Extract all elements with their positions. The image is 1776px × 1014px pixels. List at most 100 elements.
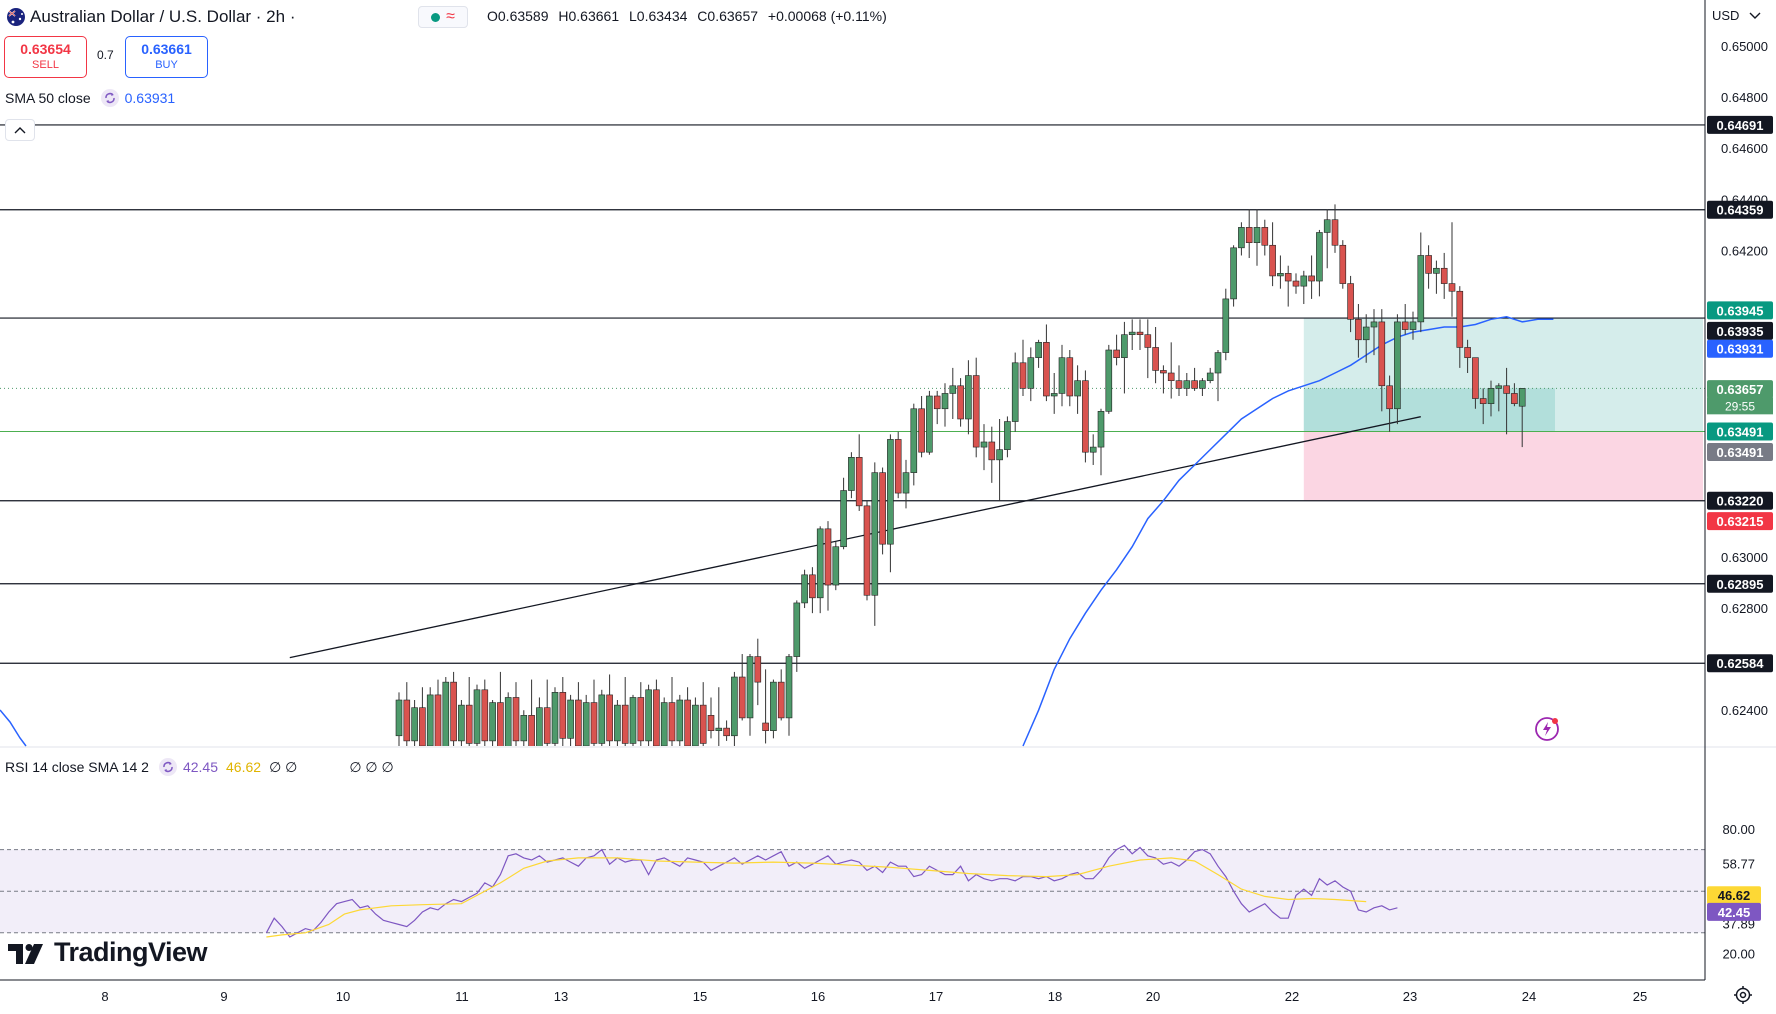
price-label-text: 0.63491 <box>1717 425 1764 440</box>
price-label: 0.63945 <box>1707 301 1773 320</box>
candle-body <box>668 702 676 742</box>
candle-body <box>723 727 730 737</box>
buy-button[interactable]: 0.63661 BUY <box>125 36 208 78</box>
candle-body <box>996 449 1003 461</box>
rsi-sync-icon[interactable] <box>158 758 177 776</box>
sma-50-tail <box>0 709 27 747</box>
horizontal-levels <box>0 124 1705 664</box>
countdown-text: 29:55 <box>1725 399 1755 413</box>
rsi-value-label: 46.62 <box>1718 888 1751 903</box>
candle-body <box>926 395 933 453</box>
candle-body <box>1425 255 1432 274</box>
candle-body <box>1409 321 1417 330</box>
x-tick-label: 8 <box>101 989 108 1004</box>
y-tick-label: 0.62400 <box>1721 703 1768 718</box>
candle-body <box>1331 219 1339 246</box>
candle-body <box>1152 347 1159 371</box>
candle-body <box>1277 273 1284 277</box>
candle-body <box>762 722 769 731</box>
candle-body <box>676 699 684 742</box>
candle-body <box>1300 275 1308 287</box>
symbol-header[interactable]: Australian Dollar / U.S. Dollar · 2h · <box>0 4 295 30</box>
candle-body <box>1479 398 1487 404</box>
candle-body <box>1401 321 1409 330</box>
candle-body <box>465 704 473 744</box>
candle-body <box>504 697 512 746</box>
candle-body <box>793 602 801 657</box>
rsi-sma-legend-value: 46.62 <box>226 759 262 775</box>
sma-50-group <box>0 316 1554 747</box>
candle-body <box>450 681 457 742</box>
candle-body <box>1058 357 1066 394</box>
ohlc-high: H0.63661 <box>558 8 620 24</box>
candle-body <box>1316 232 1323 282</box>
symbol-title[interactable]: Australian Dollar / U.S. Dollar · 2h · <box>30 7 296 26</box>
candle-body <box>1347 283 1354 320</box>
rsi-value-label-bg <box>1707 886 1761 905</box>
candle-body <box>988 441 996 461</box>
x-tick-label: 15 <box>693 989 707 1004</box>
candle-body <box>512 697 520 742</box>
currency-selector[interactable]: USD <box>1712 8 1761 23</box>
price-label-bg <box>1707 422 1773 441</box>
candle-body <box>746 656 754 719</box>
candle-body <box>1011 362 1019 422</box>
x-tick-label: 24 <box>1522 989 1536 1004</box>
x-tick-label: 25 <box>1633 989 1647 1004</box>
rsi-legend-value: 42.45 <box>182 759 219 775</box>
price-label: 0.62895 <box>1707 574 1773 593</box>
candle-body <box>1082 380 1089 453</box>
candle-body <box>1378 321 1386 387</box>
tradingview-logo-icon <box>8 943 43 964</box>
market-status[interactable]: ≈ <box>418 6 468 28</box>
collapse-legend-button[interactable] <box>5 119 35 141</box>
sma-legend[interactable]: SMA 50 close 0.63931 <box>5 89 175 107</box>
candle-body <box>1035 342 1042 358</box>
candle-body <box>1191 380 1198 389</box>
candle-body <box>528 715 535 746</box>
sell-label: SELL <box>32 59 59 71</box>
candle-body <box>598 694 606 744</box>
candle-body <box>1292 280 1300 287</box>
candle-body <box>1167 372 1175 381</box>
sell-button[interactable]: 0.63654 SELL <box>4 36 87 78</box>
candle-body <box>1464 347 1471 358</box>
candle-body <box>801 574 808 604</box>
tradingview-logo[interactable]: TradingView <box>8 937 208 968</box>
lightning-alert-icon[interactable] <box>1534 716 1560 742</box>
rsi-legend-label: RSI 14 close SMA 14 2 <box>5 759 149 775</box>
rsi-value-label-bg <box>1707 902 1761 921</box>
position-zones <box>1303 318 1703 501</box>
candle-body <box>1238 227 1245 249</box>
candle-body <box>481 689 489 742</box>
candle-body <box>832 546 840 586</box>
candle-body <box>1206 372 1214 381</box>
candle-body <box>1074 380 1081 397</box>
candle-body <box>1128 331 1136 335</box>
candle-body <box>949 385 957 394</box>
rsi-legend[interactable]: RSI 14 close SMA 14 2 42.45 46.62 ∅ ∅ ∅ … <box>5 758 394 776</box>
candle-body <box>824 528 832 586</box>
trendline <box>289 416 1421 659</box>
price-label-text: 0.63931 <box>1717 342 1764 357</box>
y-tick-label: 0.64600 <box>1721 141 1768 156</box>
x-tick-label: 23 <box>1403 989 1417 1004</box>
candle-body <box>1113 349 1120 358</box>
candle-body <box>543 707 551 744</box>
candle-body <box>1160 370 1167 374</box>
y-tick-label: 0.64800 <box>1721 90 1768 105</box>
sync-icon[interactable] <box>100 89 119 107</box>
price-label-text: 0.62584 <box>1717 656 1765 671</box>
price-label-bg <box>1707 339 1773 358</box>
candle-body <box>1066 357 1074 397</box>
settings-icon[interactable] <box>1733 985 1753 1005</box>
candle-body <box>980 441 988 448</box>
price-label-bg <box>1707 442 1773 461</box>
price-label-text: 0.63945 <box>1717 303 1764 318</box>
candle-body <box>497 702 504 746</box>
candle-body <box>1183 380 1191 389</box>
x-tick-label: 17 <box>929 989 943 1004</box>
candle-body <box>871 472 879 596</box>
